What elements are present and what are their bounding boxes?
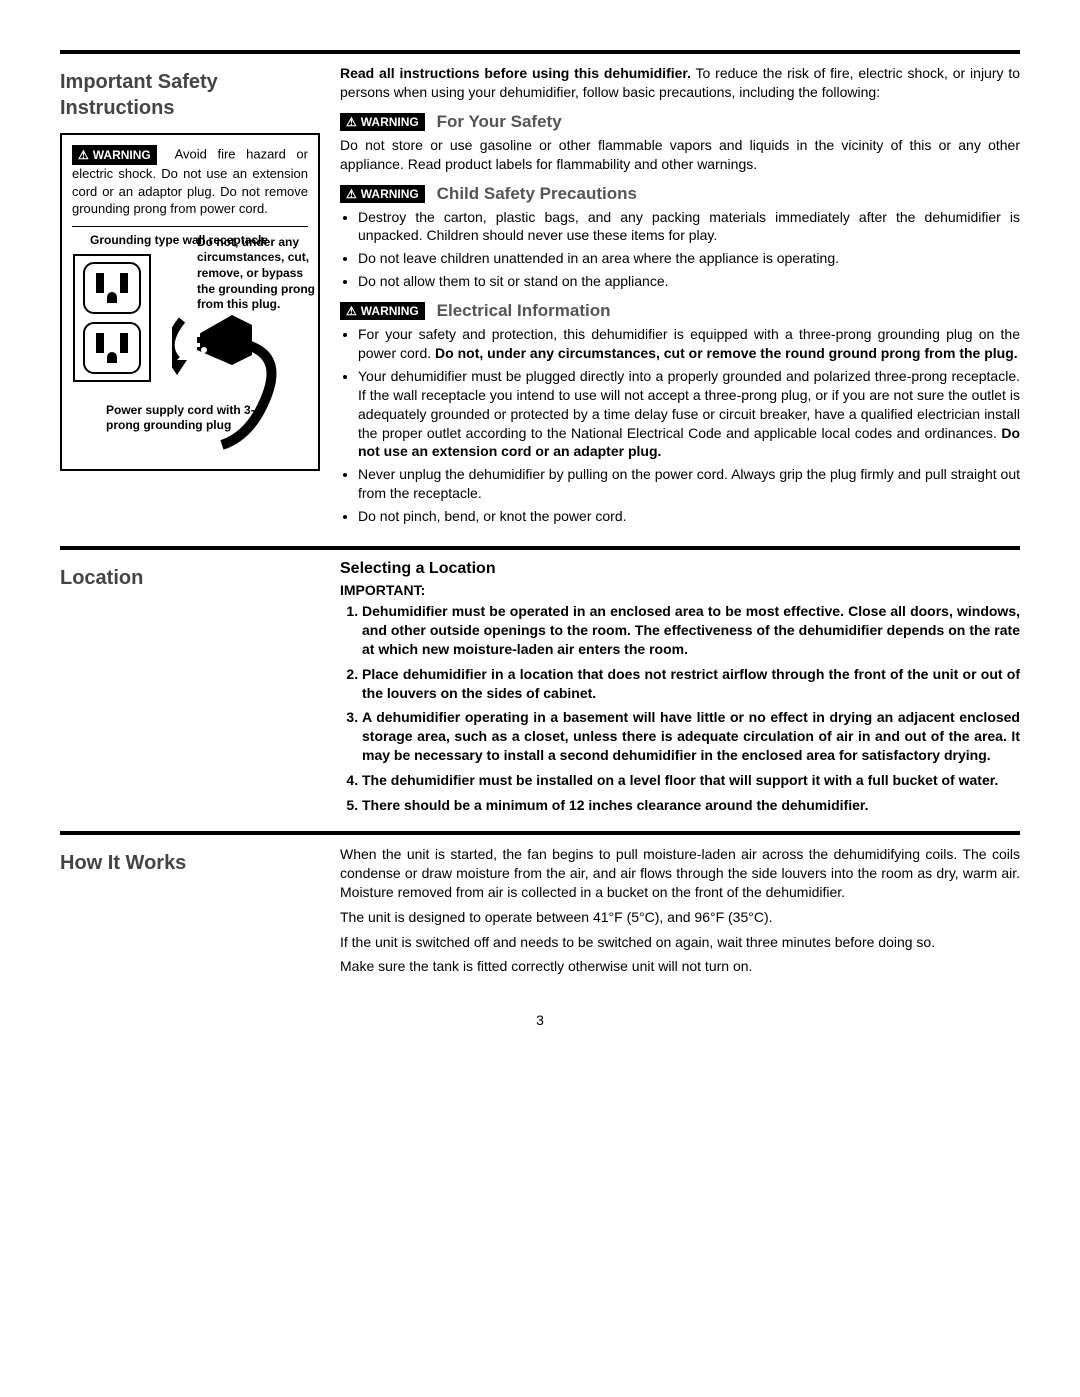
electrical-list: For your safety and protection, this deh… <box>340 325 1020 526</box>
howitworks-p2: The unit is designed to operate between … <box>340 908 1020 927</box>
for-your-safety-body: Do not store or use gasoline or other fl… <box>340 136 1020 174</box>
electrical-header: WARNING Electrical Information <box>340 301 1020 321</box>
rule-after-location <box>60 831 1020 835</box>
electrical-item: Your dehumidifier must be plugged direct… <box>358 367 1020 461</box>
electrical-heading: Electrical Information <box>437 301 611 320</box>
howitworks-p1: When the unit is started, the fan begins… <box>340 845 1020 902</box>
electrical-item-text: Your dehumidifier must be plugged direct… <box>358 368 1020 441</box>
section-safety: Important Safety Instructions WARNING Av… <box>60 64 1020 534</box>
location-item: The dehumidifier must be installed on a … <box>362 771 1020 790</box>
electrical-item: For your safety and protection, this deh… <box>358 325 1020 363</box>
section-title-location: Location <box>60 565 320 591</box>
right-column-location: Selecting a Location IMPORTANT: Dehumidi… <box>340 560 1020 823</box>
warning-badge-3: WARNING <box>340 302 425 320</box>
label-do-not-cut: Do not, under any circumstances, cut, re… <box>197 235 317 313</box>
sidebox-divider <box>72 226 308 227</box>
for-your-safety-heading: For Your Safety <box>437 112 562 131</box>
electrical-item: Never unplug the dehumidifier by pulling… <box>358 465 1020 503</box>
howitworks-p4: Make sure the tank is fitted correctly o… <box>340 957 1020 976</box>
selecting-location-title: Selecting a Location <box>340 560 1020 578</box>
warning-badge-1: WARNING <box>340 113 425 131</box>
sidebox-top-text: WARNING Avoid fire hazard or electric sh… <box>72 145 308 218</box>
child-safety-item: Destroy the carton, plastic bags, and an… <box>358 208 1020 246</box>
section-title-howitworks: How It Works <box>60 850 320 876</box>
intro-paragraph: Read all instructions before using this … <box>340 64 1020 102</box>
page: Important Safety Instructions WARNING Av… <box>0 0 1080 1058</box>
section-how-it-works: How It Works When the unit is started, t… <box>60 845 1020 982</box>
warning-badge-sidebox: WARNING <box>72 145 157 165</box>
warning-badge-2: WARNING <box>340 185 425 203</box>
side-warning-box: WARNING Avoid fire hazard or electric sh… <box>60 133 320 471</box>
location-item: Dehumidifier must be operated in an encl… <box>362 602 1020 659</box>
child-safety-item: Do not leave children unattended in an a… <box>358 249 1020 268</box>
howitworks-p3: If the unit is switched off and needs to… <box>340 933 1020 952</box>
section-title-safety: Important Safety Instructions <box>60 69 320 121</box>
location-item: There should be a minimum of 12 inches c… <box>362 796 1020 815</box>
rule-after-safety <box>60 546 1020 550</box>
electrical-item-bold: Do not, under any circumstances, cut or … <box>435 345 1018 361</box>
for-your-safety-header: WARNING For Your Safety <box>340 112 1020 132</box>
electrical-item: Do not pinch, bend, or knot the power co… <box>358 507 1020 526</box>
intro-lead: Read all instructions before using this … <box>340 65 691 81</box>
important-label: IMPORTANT: <box>340 582 1020 598</box>
top-rule <box>60 50 1020 54</box>
location-list: Dehumidifier must be operated in an encl… <box>340 602 1020 815</box>
right-column-safety: Read all instructions before using this … <box>340 64 1020 534</box>
child-safety-header: WARNING Child Safety Precautions <box>340 184 1020 204</box>
outlet-icon <box>72 253 152 383</box>
left-column-location: Location <box>60 560 340 823</box>
location-item: A dehumidifier operating in a basement w… <box>362 708 1020 765</box>
page-number: 3 <box>60 1012 1020 1028</box>
child-safety-heading: Child Safety Precautions <box>437 184 637 203</box>
left-column-howitworks: How It Works <box>60 845 340 982</box>
label-power-cord: Power supply cord with 3-prong grounding… <box>106 403 256 434</box>
left-column-safety: Important Safety Instructions WARNING Av… <box>60 64 340 534</box>
child-safety-list: Destroy the carton, plastic bags, and an… <box>340 208 1020 292</box>
child-safety-item: Do not allow them to sit or stand on the… <box>358 272 1020 291</box>
section-location: Location Selecting a Location IMPORTANT:… <box>60 560 1020 823</box>
location-item: Place dehumidifier in a location that do… <box>362 665 1020 703</box>
grounding-diagram: Grounding type wall receptacle <box>72 235 308 455</box>
right-column-howitworks: When the unit is started, the fan begins… <box>340 845 1020 982</box>
